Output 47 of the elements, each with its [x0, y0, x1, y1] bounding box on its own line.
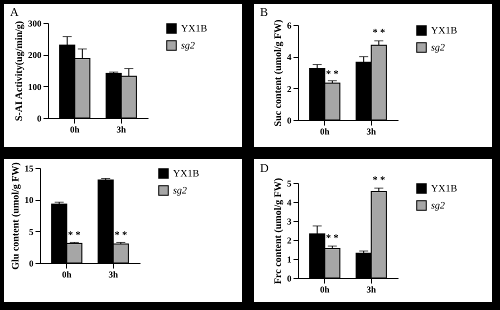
y-tick-label: 0 [29, 258, 34, 268]
chart-title: B [260, 5, 268, 20]
y-axis-title: Glu content (umol/g FW) [10, 162, 22, 270]
y-tick-label: 200 [28, 50, 42, 60]
legend-label: sg2 [181, 40, 195, 52]
annotation: * * [326, 68, 339, 80]
y-axis-title: S-AI Activity(ug/min/g) [14, 20, 25, 122]
y-tick-label: 10 [24, 195, 34, 206]
y-tick-label: 100 [28, 82, 42, 92]
y-tick-label: 0 [287, 116, 292, 126]
x-tick-label: 0h [62, 270, 72, 280]
y-axis-title: Suc content (umol/g FW) [273, 20, 284, 126]
y-tick-label: 3 [287, 216, 292, 226]
x-tick-label: 3h [108, 270, 118, 280]
chart-title: D [260, 160, 269, 175]
y-tick-label: 2 [287, 84, 292, 94]
legend-label: YX1B [181, 24, 208, 34]
x-tick-label: 0h [320, 284, 330, 294]
y-tick-label: 5 [287, 178, 292, 188]
annotation: * * [372, 174, 386, 186]
annotation: * * [114, 230, 128, 242]
x-tick-label: 3h [116, 124, 126, 134]
annotation: * * [326, 232, 339, 244]
legend-label: YX1B [431, 26, 458, 36]
annotation: * * [372, 28, 386, 39]
y-tick-label: 1 [287, 254, 292, 264]
legend-label: YX1B [173, 168, 200, 180]
y-tick-label: 4 [287, 198, 292, 208]
x-tick-label: 3h [366, 126, 376, 136]
legend-label: sg2 [431, 200, 445, 212]
y-tick-label: 4 [287, 52, 292, 62]
y-tick-label: 15 [24, 164, 34, 174]
x-tick-label: 0h [70, 124, 80, 134]
legend-label: YX1B [431, 184, 458, 194]
annotation: * * [68, 230, 81, 242]
y-tick-label: 2 [287, 236, 292, 246]
y-tick-label: 6 [287, 20, 292, 30]
y-tick-label: 300 [28, 18, 42, 28]
y-axis-title: Frc content (umol/g FW) [273, 178, 284, 284]
chart-title: A [10, 5, 19, 19]
y-tick-label: 0 [37, 114, 42, 124]
y-tick-label: 5 [29, 226, 34, 237]
x-tick-label: 0h [320, 126, 330, 136]
x-tick-label: 3h [366, 284, 376, 294]
legend-label: sg2 [431, 42, 445, 54]
y-tick-label: 0 [287, 274, 292, 284]
legend-label: sg2 [173, 186, 187, 196]
